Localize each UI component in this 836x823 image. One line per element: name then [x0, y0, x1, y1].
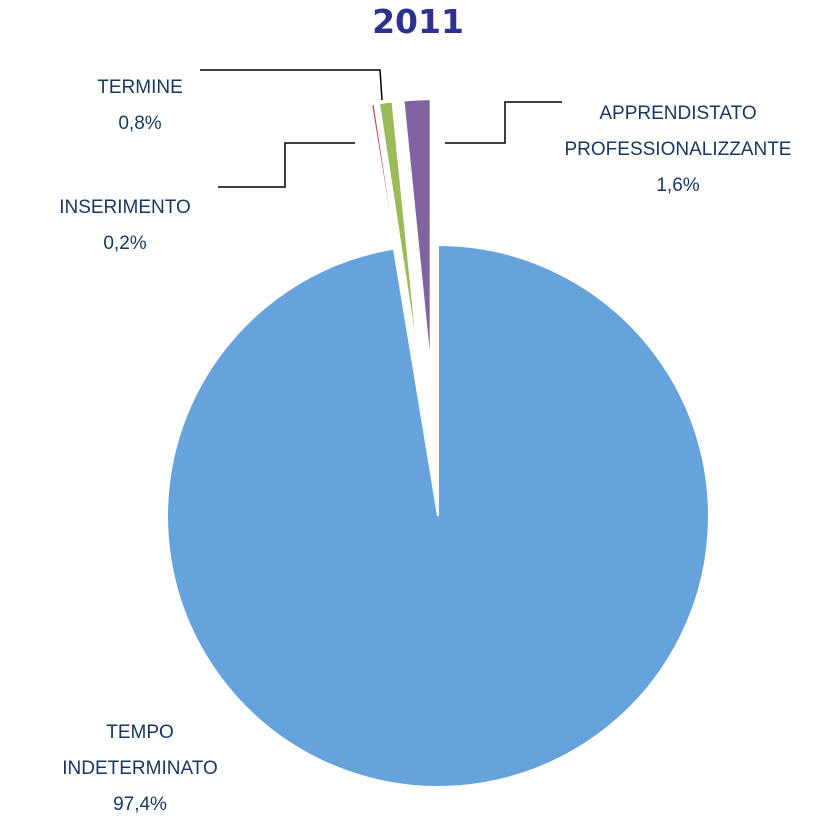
value-label: 97,4%	[113, 794, 167, 815]
value-label: 1,6%	[656, 175, 700, 196]
pie-slice	[402, 98, 432, 371]
category-label: INSERIMENTO	[59, 197, 191, 218]
data-label: TEMPO INDETERMINATO 97,4%	[50, 715, 230, 823]
pie-slice	[377, 100, 421, 372]
leader-line	[218, 142, 355, 188]
data-label: INSERIMENTO 0,2%	[25, 190, 225, 262]
leader-line	[200, 69, 383, 101]
category-label: TEMPO INDETERMINATO	[62, 722, 218, 779]
chart-title: 2011	[372, 2, 464, 41]
leader-line	[445, 101, 562, 144]
value-label: 0,2%	[103, 233, 147, 254]
category-label: TERMINE	[97, 77, 183, 98]
pie-slice	[166, 243, 710, 788]
data-label: APPRENDISTATO PROFESSIONALIZZANTE 1,6%	[528, 96, 828, 204]
pie-slice	[369, 102, 417, 372]
leader-lines	[200, 69, 562, 188]
category-label: APPRENDISTATO PROFESSIONALIZZANTE	[564, 103, 792, 160]
data-label: TERMINE 0,8%	[70, 70, 210, 142]
value-label: 0,8%	[118, 113, 162, 134]
